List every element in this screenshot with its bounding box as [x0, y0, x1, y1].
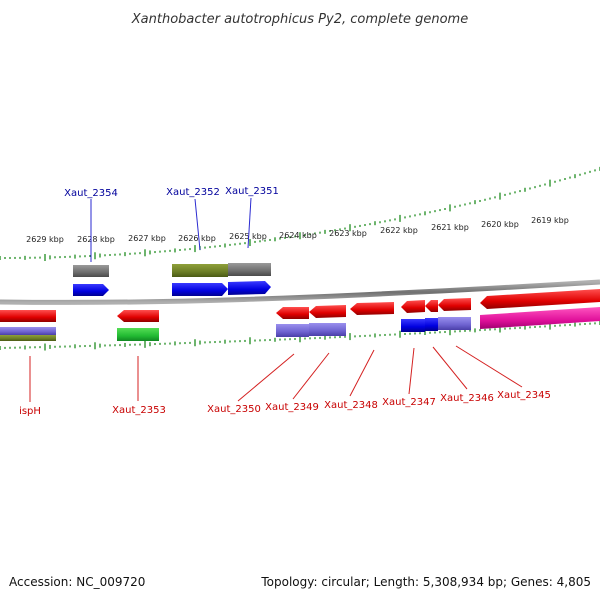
cds-arrow[interactable] [480, 289, 600, 309]
leader-line [237, 353, 295, 402]
leader-line [194, 198, 201, 251]
gene-feature[interactable] [172, 264, 228, 277]
cds-arrow[interactable] [0, 310, 6, 322]
gene-label-xaut-2353[interactable]: Xaut_2353 [112, 405, 166, 416]
gene-feature[interactable] [73, 265, 109, 277]
cds-arrow[interactable] [73, 284, 109, 296]
scale-label: 2626 kbp [178, 234, 216, 243]
cds-arrow[interactable] [401, 300, 425, 313]
cds-arrow[interactable] [117, 310, 159, 322]
gene-label-xaut-2347[interactable]: Xaut_2347 [382, 397, 436, 408]
gene-label-xaut-2346[interactable]: Xaut_2346 [440, 393, 494, 404]
reverse-strand-cds [0, 289, 600, 322]
accession-text: Accession: NC_009720 [9, 575, 145, 589]
gene-label-isph[interactable]: ispH [19, 406, 41, 417]
scale-label: 2629 kbp [26, 235, 64, 244]
leader-line [432, 346, 468, 390]
gene-label-xaut-2354[interactable]: Xaut_2354 [64, 188, 118, 199]
cds-arrow[interactable] [172, 283, 228, 296]
scale-label: 2628 kbp [77, 235, 115, 244]
gene-label-xaut-2350[interactable]: Xaut_2350 [207, 404, 261, 415]
map-title: Xanthobacter autotrophicus Py2, complete… [131, 12, 468, 27]
cds-arrow[interactable] [309, 305, 346, 318]
forward-strand-features [73, 263, 271, 296]
gene-label-xaut-2348[interactable]: Xaut_2348 [324, 400, 378, 411]
scale-label: 2620 kbp [481, 220, 519, 229]
gene-feature[interactable] [276, 324, 309, 337]
reverse-strand-features [0, 307, 600, 341]
scale-label: 2625 kbp [229, 232, 267, 241]
leader-line [455, 345, 523, 388]
scale-label: 2621 kbp [431, 223, 469, 232]
gene-label-xaut-2352[interactable]: Xaut_2352 [166, 187, 220, 198]
gene-feature[interactable] [438, 317, 471, 330]
cds-arrow[interactable] [228, 281, 271, 295]
leader-line [408, 347, 415, 395]
gene-feature[interactable] [401, 319, 425, 332]
scale-label: 2624 kbp [279, 231, 317, 240]
gene-feature[interactable] [0, 335, 56, 341]
outer-scale-ticks [0, 166, 600, 261]
scale-label: 2627 kbp [128, 234, 166, 243]
leader-line [247, 197, 252, 249]
scale-labels: 2629 kbp 2628 kbp 2627 kbp 2626 kbp 2625… [26, 216, 569, 244]
gene-feature[interactable] [425, 318, 438, 331]
inner-scale-ticks [0, 321, 600, 351]
gene-feature[interactable] [0, 327, 56, 335]
gene-label-xaut-2345[interactable]: Xaut_2345 [497, 390, 551, 401]
bottom-gene-labels: ispH Xaut_2353 Xaut_2350 Xaut_2349 Xaut_… [19, 390, 551, 417]
scale-label: 2619 kbp [531, 216, 569, 225]
genome-summary-text: Topology: circular; Length: 5,308,934 bp… [260, 575, 591, 589]
gene-feature[interactable] [117, 328, 159, 341]
scale-label: 2623 kbp [329, 229, 367, 238]
cds-arrow[interactable] [350, 302, 394, 315]
genome-backbone [0, 279, 600, 305]
cds-arrow[interactable] [0, 310, 56, 322]
gene-label-xaut-2351[interactable]: Xaut_2351 [225, 186, 279, 197]
leader-line [292, 352, 330, 400]
scale-label: 2622 kbp [380, 226, 418, 235]
cds-arrow[interactable] [438, 298, 471, 311]
gene-label-xaut-2349[interactable]: Xaut_2349 [265, 402, 319, 413]
cds-arrow[interactable] [425, 300, 438, 312]
gene-feature[interactable] [309, 323, 346, 336]
leader-line [349, 349, 375, 397]
bottom-leader-lines [29, 345, 523, 402]
top-gene-labels: Xaut_2354 Xaut_2352 Xaut_2351 [64, 186, 279, 262]
gene-feature[interactable] [480, 307, 600, 329]
gene-feature[interactable] [228, 263, 271, 276]
cds-arrow[interactable] [276, 307, 309, 319]
